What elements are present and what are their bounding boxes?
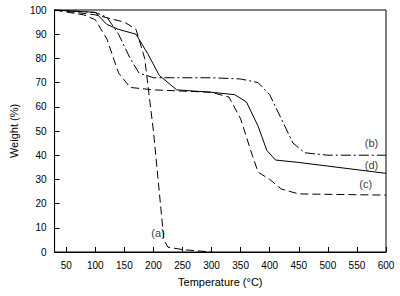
svg-text:150: 150 [116, 260, 133, 271]
svg-text:(b): (b) [365, 137, 378, 149]
svg-text:0: 0 [41, 247, 47, 258]
svg-text:70: 70 [35, 77, 47, 88]
svg-text:(c): (c) [359, 178, 372, 190]
svg-text:350: 350 [232, 260, 249, 271]
svg-text:60: 60 [35, 101, 47, 112]
svg-text:450: 450 [290, 260, 307, 271]
svg-text:50: 50 [61, 260, 73, 271]
svg-text:550: 550 [349, 260, 366, 271]
svg-text:600: 600 [378, 260, 395, 271]
svg-text:80: 80 [35, 53, 47, 64]
svg-text:250: 250 [174, 260, 191, 271]
svg-text:Weight (%): Weight (%) [8, 104, 20, 158]
svg-text:200: 200 [145, 260, 162, 271]
svg-text:500: 500 [320, 260, 337, 271]
svg-text:400: 400 [261, 260, 278, 271]
svg-text:300: 300 [203, 260, 220, 271]
svg-text:10: 10 [35, 222, 47, 233]
svg-text:100: 100 [30, 5, 47, 16]
svg-text:(a): (a) [151, 226, 165, 239]
svg-text:(d): (d) [365, 159, 378, 171]
svg-text:50: 50 [35, 126, 47, 137]
svg-text:30: 30 [35, 174, 47, 185]
svg-text:100: 100 [87, 260, 104, 271]
svg-text:40: 40 [35, 150, 47, 161]
svg-text:20: 20 [35, 198, 47, 209]
svg-text:Temperature (°C): Temperature (°C) [178, 276, 262, 288]
svg-text:90: 90 [35, 29, 47, 40]
